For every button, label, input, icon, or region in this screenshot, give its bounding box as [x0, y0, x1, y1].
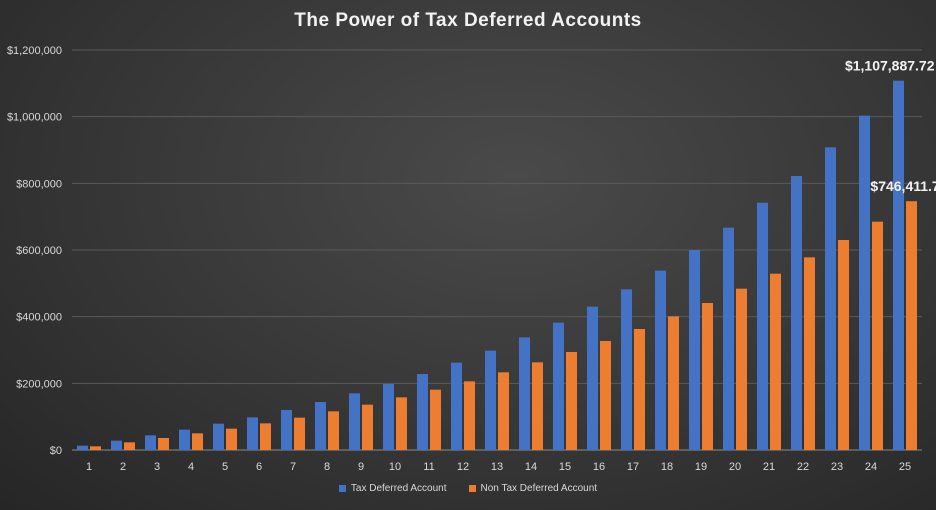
x-tick-label: 4	[188, 461, 194, 473]
bar-tax-deferred	[553, 322, 564, 450]
x-tick-label: 22	[797, 461, 809, 473]
bar-tax-deferred	[145, 435, 156, 450]
y-tick-label: $800,000	[16, 178, 62, 190]
bar-tax-deferred	[315, 402, 326, 450]
bar-tax-deferred	[723, 227, 734, 450]
data-label-tax-deferred: $1,107,887.72	[845, 58, 935, 74]
x-tick-label: 11	[423, 461, 434, 473]
bar-non-tax-deferred	[396, 397, 407, 450]
x-tick-label: 20	[729, 461, 741, 473]
legend-swatch-tax-deferred	[338, 485, 346, 492]
y-tick-label: $400,000	[16, 312, 62, 324]
x-tick-label: 7	[290, 461, 296, 473]
bar-tax-deferred	[179, 429, 190, 450]
bar-non-tax-deferred	[532, 362, 543, 450]
bar-non-tax-deferred	[566, 352, 577, 450]
chart-title: The Power of Tax Deferred Accounts	[294, 10, 642, 31]
bar-tax-deferred	[349, 393, 360, 450]
x-tick-label: 21	[763, 461, 775, 473]
bar-tax-deferred	[621, 289, 632, 450]
legend-item-tax-deferred: Tax Deferred Account	[338, 483, 447, 494]
bar-non-tax-deferred	[90, 446, 101, 450]
legend-swatch-non-tax-deferred	[468, 485, 476, 492]
bar-tax-deferred	[383, 384, 394, 450]
x-tick-label: 13	[491, 461, 503, 473]
bar-tax-deferred	[281, 410, 292, 450]
bar-non-tax-deferred	[702, 303, 713, 450]
bar-non-tax-deferred	[192, 433, 203, 450]
bar-tax-deferred	[893, 80, 904, 450]
x-tick-label: 19	[695, 461, 707, 473]
bar-non-tax-deferred	[498, 372, 509, 450]
bar-tax-deferred	[587, 306, 598, 450]
bar-non-tax-deferred	[770, 273, 781, 450]
bar-tax-deferred	[655, 270, 666, 450]
x-tick-label: 12	[457, 461, 469, 473]
bar-non-tax-deferred	[464, 381, 475, 450]
y-tick-label: $200,000	[16, 378, 62, 390]
x-tick-label: 6	[256, 461, 262, 473]
bar-non-tax-deferred	[838, 240, 849, 450]
x-tick-label: 17	[627, 461, 639, 473]
x-tick-label: 9	[358, 461, 364, 473]
data-label-non-tax-deferred: $746,411.75	[870, 178, 936, 194]
legend-label-tax-deferred: Tax Deferred Account	[350, 483, 447, 494]
bar-non-tax-deferred	[430, 389, 441, 450]
bar-tax-deferred	[791, 176, 802, 450]
bar-non-tax-deferred	[328, 411, 339, 450]
x-tick-label: 5	[222, 461, 228, 473]
x-tick-label: 8	[324, 461, 330, 473]
y-tick-label: $600,000	[16, 245, 62, 257]
bar-tax-deferred	[485, 350, 496, 450]
x-tick-label: 2	[120, 461, 126, 473]
x-tick-label: 10	[389, 461, 401, 473]
bar-tax-deferred	[689, 250, 700, 450]
legend-label-non-tax-deferred: Non Tax Deferred Account	[480, 483, 598, 494]
x-tick-label: 25	[899, 461, 911, 473]
x-tick-label: 16	[593, 461, 605, 473]
y-tick-label: $0	[50, 445, 62, 457]
y-tick-label: $1,200,000	[7, 45, 62, 57]
bar-tax-deferred	[247, 417, 258, 450]
bar-non-tax-deferred	[668, 316, 679, 450]
bar-non-tax-deferred	[294, 417, 305, 450]
bar-tax-deferred	[213, 423, 224, 450]
bar-non-tax-deferred	[736, 288, 747, 450]
bar-non-tax-deferred	[260, 423, 271, 450]
bar-tax-deferred	[451, 362, 462, 450]
bar-non-tax-deferred	[600, 341, 611, 450]
x-tick-label: 1	[86, 461, 92, 473]
x-tick-label: 14	[525, 461, 537, 473]
x-tick-label: 23	[831, 461, 843, 473]
bar-non-tax-deferred	[872, 221, 883, 450]
chart-legend: Tax Deferred Account Non Tax Deferred Ac…	[0, 483, 936, 494]
x-tick-label: 3	[154, 461, 160, 473]
bar-tax-deferred	[77, 445, 88, 450]
legend-item-non-tax-deferred: Non Tax Deferred Account	[468, 483, 598, 494]
x-tick-label: 24	[865, 461, 877, 473]
x-tick-label: 15	[559, 461, 571, 473]
bar-tax-deferred	[417, 374, 428, 450]
bar-tax-deferred	[111, 440, 122, 450]
bar-non-tax-deferred	[634, 329, 645, 450]
bar-non-tax-deferred	[124, 442, 135, 450]
bar-tax-deferred	[859, 115, 870, 451]
x-tick-label: 18	[661, 461, 673, 473]
bar-non-tax-deferred	[906, 201, 917, 450]
y-tick-label: $1,000,000	[7, 112, 62, 124]
bar-non-tax-deferred	[804, 257, 815, 450]
bar-tax-deferred	[825, 147, 836, 451]
bar-non-tax-deferred	[158, 438, 169, 450]
bar-non-tax-deferred	[362, 404, 373, 450]
bar-non-tax-deferred	[226, 428, 237, 450]
bar-tax-deferred	[519, 337, 530, 450]
bar-tax-deferred	[757, 202, 768, 450]
